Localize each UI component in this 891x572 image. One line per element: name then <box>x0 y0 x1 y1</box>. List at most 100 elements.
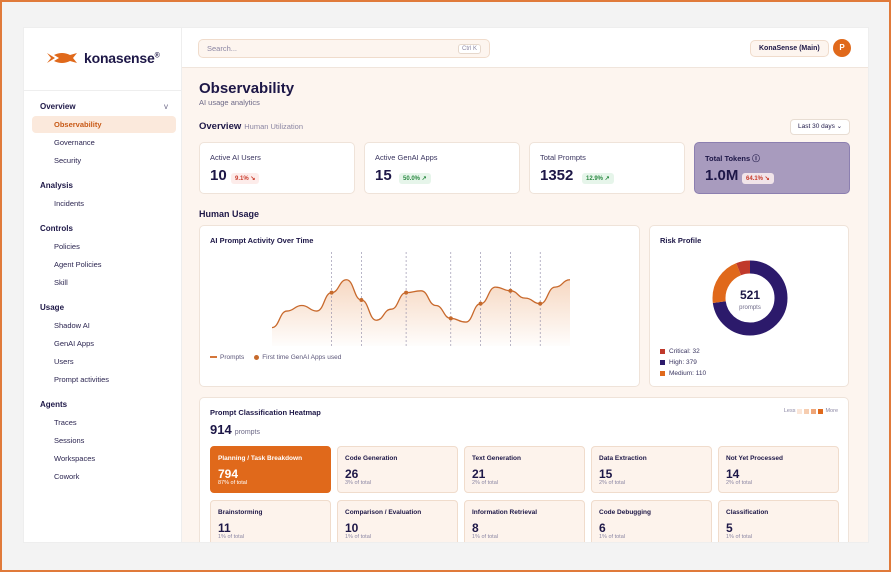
kpi-label: Total Tokens ⓘ <box>705 154 760 163</box>
sidebar-item-users[interactable]: Users <box>54 357 74 366</box>
sidebar-item-shadow-ai[interactable]: Shadow AI <box>54 321 90 330</box>
tile-share: 2% of total <box>726 480 752 486</box>
tile-count: 26 <box>345 467 359 481</box>
sidebar-item-traces[interactable]: Traces <box>54 418 77 427</box>
heatmap-tile-planning-task-breakdown[interactable]: Planning / Task Breakdown 794 87% of tot… <box>210 446 331 493</box>
overview-subheading: Human Utilization <box>244 122 304 131</box>
tile-category: Text Generation <box>472 455 522 462</box>
overview-heading: Overview Human Utilization <box>199 121 304 132</box>
donut-slice-medium[interactable] <box>712 260 788 336</box>
sidebar-item-genai-apps[interactable]: GenAI Apps <box>54 339 95 348</box>
heatmap-tile-text-generation[interactable]: Text Generation 21 2% of total <box>464 446 585 493</box>
sidebar-item-policies[interactable]: Policies <box>54 242 80 251</box>
org-selector-button[interactable]: KonaSense (Main) <box>750 40 829 57</box>
heatmap-tile-classification[interactable]: Classification 5 1% of total <box>718 500 839 542</box>
kpi-value: 15 <box>375 167 392 184</box>
first-time-app-marker[interactable] <box>329 290 334 295</box>
heatmap-tile-brainstorming[interactable]: Brainstorming 11 1% of total <box>210 500 331 542</box>
tile-share: 1% of total <box>345 534 371 540</box>
chevron-down-icon[interactable]: v <box>164 102 168 111</box>
first-time-app-marker[interactable] <box>508 288 513 293</box>
kpi-card-total-prompts[interactable]: Total Prompts 1352 12.9% ↗ <box>529 142 685 194</box>
sidebar-item-security[interactable]: Security <box>54 156 82 165</box>
tile-category: Planning / Task Breakdown <box>218 455 303 462</box>
sidebar-divider <box>24 90 182 91</box>
sidebar-nav: Overview v Observability Governance Security… <box>32 98 176 486</box>
first-time-app-marker[interactable] <box>404 290 409 295</box>
donut-total: 521 <box>740 288 760 302</box>
tile-count: 15 <box>599 467 613 481</box>
sidebar-item-incidents[interactable]: Incidents <box>54 199 85 208</box>
first-time-app-marker[interactable] <box>478 301 483 306</box>
tile-category: Code Generation <box>345 455 398 462</box>
legend-more-label: More <box>825 408 838 414</box>
date-range-dropdown[interactable]: Last 30 days ⌄ <box>790 119 851 135</box>
heatmap-title: Prompt Classification Heatmap <box>210 408 321 417</box>
heatmap-tile-not-yet-processed[interactable]: Not Yet Processed 14 2% of total <box>718 446 839 493</box>
legend-swatch <box>660 349 665 354</box>
legend-swatch <box>660 360 665 365</box>
user-avatar[interactable]: P <box>833 39 851 57</box>
risk-legend-item: Medium: 110 <box>660 370 706 377</box>
main-content: Search... Ctrl K KonaSense (Main) P Obse… <box>182 28 868 542</box>
sidebar-section-usage[interactable]: Usage <box>40 303 65 312</box>
sidebar-item-observability[interactable]: Observability <box>32 116 176 133</box>
heatmap-tile-code-generation[interactable]: Code Generation 26 3% of total <box>337 446 458 493</box>
kpi-change-badge: 12.9% ↗ <box>582 173 614 184</box>
risk-profile-title: Risk Profile <box>660 236 702 245</box>
risk-profile-card: Risk Profile 521 prompts Critical: 32 High… <box>649 225 849 387</box>
kpi-value: 10 <box>210 167 227 184</box>
sidebar-section-analysis[interactable]: Analysis <box>40 181 73 190</box>
heatmap-tile-information-retrieval[interactable]: Information Retrieval 8 1% of total <box>464 500 585 542</box>
tile-count: 794 <box>218 467 239 481</box>
tile-count: 21 <box>472 467 486 481</box>
prompts-area <box>272 279 570 346</box>
sidebar-item-governance[interactable]: Governance <box>54 138 95 147</box>
kpi-card-active-ai-users[interactable]: Active AI Users 10 9.1% ↘ <box>199 142 355 194</box>
kpi-card-active-genai-apps[interactable]: Active GenAI Apps 15 50.0% ↗ <box>364 142 520 194</box>
kpi-card-total-tokens[interactable]: Total Tokens ⓘ 1.0M 64.1% ↘ <box>694 142 850 194</box>
prompts-line <box>271 279 571 329</box>
brand-logo[interactable]: konasense® <box>46 50 160 66</box>
legend-first-time-apps: First time GenAI Apps used <box>254 354 341 361</box>
sidebar-section-agents[interactable]: Agents <box>40 400 68 409</box>
sidebar-section-controls[interactable]: Controls <box>40 224 73 233</box>
tile-category: Brainstorming <box>218 509 263 516</box>
app-window: konasense® Overview v Observability Governa… <box>24 28 868 542</box>
tile-share: 87% of total <box>218 480 248 486</box>
legend-swatch <box>660 371 665 376</box>
sidebar-item-agent-policies[interactable]: Agent Policies <box>54 260 102 269</box>
risk-legend-item: Critical: 32 <box>660 348 706 355</box>
first-time-app-marker[interactable] <box>448 316 453 321</box>
sidebar-item-prompt-activities[interactable]: Prompt activities <box>54 375 110 384</box>
page-title: Observability <box>199 80 295 97</box>
tile-share: 1% of total <box>218 534 244 540</box>
sidebar-item-sessions[interactable]: Sessions <box>54 436 85 445</box>
kpi-label: Active GenAI Apps <box>375 153 438 162</box>
search-input[interactable]: Search... Ctrl K <box>198 39 490 58</box>
human-usage-heading: Human Usage <box>199 209 260 219</box>
sidebar-section-overview[interactable]: Overview v <box>40 102 168 111</box>
activity-chart-legend: Prompts First time GenAI Apps used <box>210 354 341 361</box>
kpi-label: Active AI Users <box>210 153 261 162</box>
heatmap-tile-code-debugging[interactable]: Code Debugging 6 1% of total <box>591 500 712 542</box>
sidebar-item-skill[interactable]: Skill <box>54 278 68 287</box>
search-placeholder: Search... <box>207 44 238 53</box>
tile-category: Code Debugging <box>599 509 651 516</box>
konasense-logo-icon <box>47 53 77 63</box>
donut-slice-critical[interactable] <box>712 260 788 336</box>
heatmap-tile-data-extraction[interactable]: Data Extraction 15 2% of total <box>591 446 712 493</box>
first-time-app-marker[interactable] <box>538 301 543 306</box>
tile-share: 2% of total <box>472 480 498 486</box>
sidebar-item-workspaces[interactable]: Workspaces <box>54 454 96 463</box>
legend-swatch <box>797 408 803 414</box>
tile-share: 3% of total <box>345 480 371 486</box>
heatmap-tile-comparison-evaluation[interactable]: Comparison / Evaluation 10 1% of total <box>337 500 458 542</box>
donut-total-label: prompts <box>739 305 761 311</box>
first-time-app-marker[interactable] <box>359 298 364 302</box>
heatmap-total: 914 prompts <box>210 422 260 437</box>
sidebar: konasense® Overview v Observability Governa… <box>24 28 182 542</box>
sidebar-item-cowork[interactable]: Cowork <box>54 472 80 481</box>
legend-less-label: Less <box>783 408 796 414</box>
